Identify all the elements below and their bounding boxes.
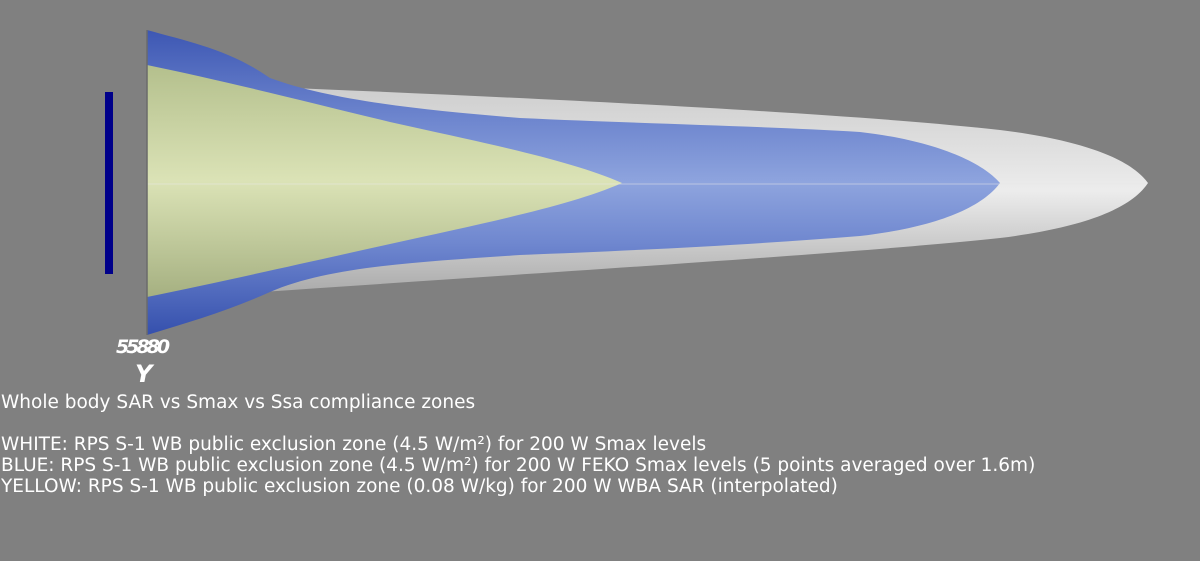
caption-line-blue: BLUE: RPS S-1 WB public exclusion zone (…	[1, 455, 1036, 476]
caption-line-white: WHITE: RPS S-1 WB public exclusion zone …	[1, 434, 707, 455]
caption-line-yellow: YELLOW: RPS S-1 WB public exclusion zone…	[1, 476, 838, 497]
caption-block: Whole body SAR vs Smax vs Ssa compliance…	[1, 392, 1199, 497]
scale-bar	[105, 92, 113, 274]
caption-title: Whole body SAR vs Smax vs Ssa compliance…	[1, 392, 476, 413]
axis-title: Y	[135, 360, 153, 388]
axis-tick-labels: 55880	[116, 336, 170, 358]
yellow-zone-shape	[147, 65, 622, 297]
caption-spacer	[1, 413, 1199, 434]
